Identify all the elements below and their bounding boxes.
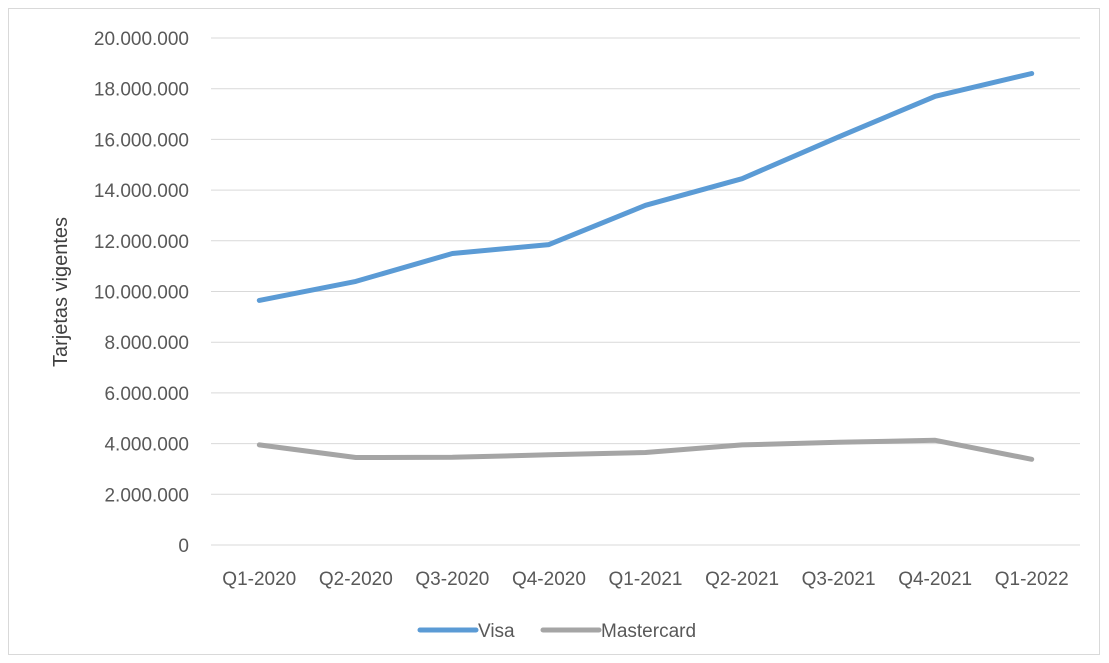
y-axis-title: Tarjetas vigentes — [50, 217, 72, 367]
x-tick-label: Q1-2020 — [222, 569, 296, 590]
chart-frame — [8, 8, 1100, 655]
y-tick-label: 18.000.000 — [94, 80, 189, 101]
legend-label-visa: Visa — [478, 621, 515, 642]
y-tick-label: 0 — [178, 536, 189, 557]
y-tick-label: 6.000.000 — [104, 384, 189, 405]
y-axis-ticks: 0 2.000.000 4.000.000 6.000.000 8.000.000 10.… — [94, 29, 189, 557]
x-axis-ticks: Q1-2020 Q2-2020 Q3-2020 Q4-2020 Q1-2021 Q2-20… — [222, 569, 1068, 590]
y-tick-label: 4.000.000 — [104, 435, 189, 456]
series-line-mastercard — [256, 437, 1035, 462]
legend-label-mastercard: Mastercard — [601, 621, 696, 642]
y-tick-label: 12.000.000 — [94, 232, 189, 253]
y-tick-label: 14.000.000 — [94, 181, 189, 202]
series-lines — [256, 71, 1035, 462]
y-tick-label: 20.000.000 — [94, 29, 189, 50]
x-tick-label: Q3-2021 — [802, 569, 876, 590]
y-tick-label: 2.000.000 — [104, 485, 189, 506]
x-tick-label: Q1-2022 — [995, 569, 1069, 590]
y-tick-label: 8.000.000 — [104, 333, 189, 354]
x-tick-label: Q4-2020 — [512, 569, 586, 590]
legend: Visa Mastercard — [417, 621, 696, 642]
y-tick-label: 16.000.000 — [94, 130, 189, 151]
x-tick-label: Q3-2020 — [415, 569, 489, 590]
series-line-visa — [256, 71, 1035, 303]
x-tick-label: Q4-2021 — [898, 569, 972, 590]
x-tick-label: Q2-2020 — [319, 569, 393, 590]
x-tick-label: Q2-2021 — [705, 569, 779, 590]
y-tick-label: 10.000.000 — [94, 283, 189, 304]
x-tick-label: Q1-2021 — [609, 569, 683, 590]
gridlines — [211, 37, 1080, 546]
